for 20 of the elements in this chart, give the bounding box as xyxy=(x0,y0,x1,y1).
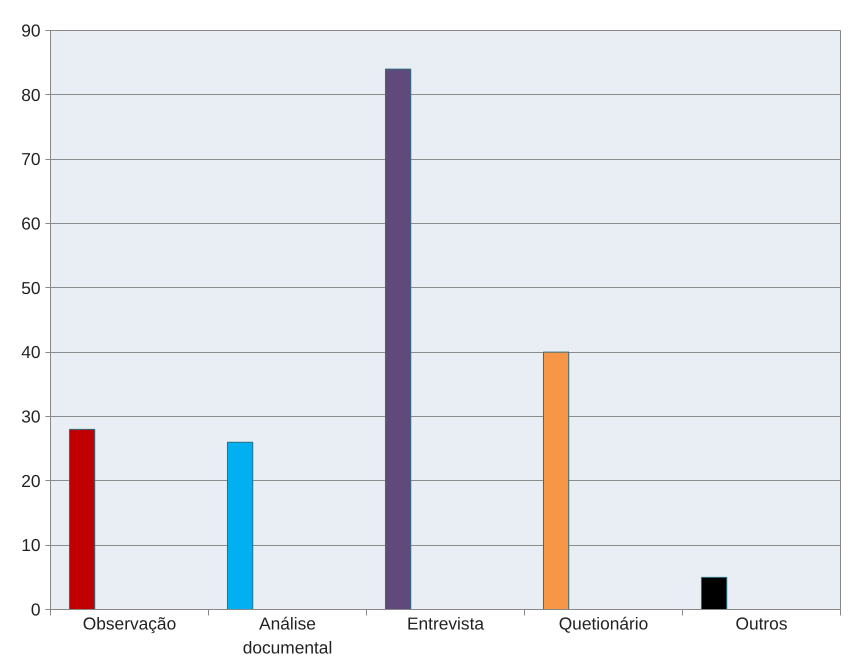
y-tick-label: 40 xyxy=(21,342,41,362)
bar xyxy=(542,352,570,610)
bar xyxy=(384,68,412,610)
y-tick-label: 50 xyxy=(21,278,41,298)
bar xyxy=(700,576,728,610)
x-tick-label: Entrevista xyxy=(406,614,484,634)
y-tick-label: 60 xyxy=(21,214,41,234)
bar xyxy=(226,442,254,610)
y-tick-label: 80 xyxy=(21,84,41,105)
bar xyxy=(68,428,96,610)
x-tick-label: Outros xyxy=(736,614,788,634)
y-tick-label: 90 xyxy=(21,20,41,40)
y-tick-label: 20 xyxy=(21,470,41,491)
y-tick-label: 30 xyxy=(21,406,41,426)
x-tick-label: Quetionário xyxy=(558,614,648,634)
y-tick-label: 70 xyxy=(21,149,41,170)
x-tick-label: Observação xyxy=(82,614,176,634)
x-tick-label: Análise documental xyxy=(242,614,332,658)
y-tick-label: 0 xyxy=(30,600,41,620)
y-tick-label: 10 xyxy=(21,535,41,556)
